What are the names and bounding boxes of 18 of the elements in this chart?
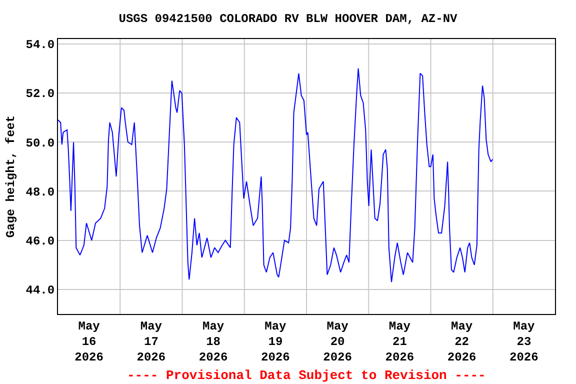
x-tick-label: May 18 2026 [198,319,228,365]
x-tick-label: May 17 2026 [136,319,166,365]
y-tick-label: 54.0 [26,38,55,52]
y-tick-label: 52.0 [26,87,55,102]
chart-title: USGS 09421500 COLORADO RV BLW HOOVER DAM, AZ-NV [118,12,458,26]
y-tick-label: 46.0 [26,234,55,249]
x-tick-label: May 19 2026 [261,319,290,365]
text: ---- Provisional Data Subject to Revision ---- [127,368,486,383]
line-series [58,68,494,283]
x-tick-label: May 16 2026 [74,319,104,365]
x-tick-label: May 21 2026 [385,319,414,365]
y-tick-label: 44.0 [26,284,55,298]
x-tick-label: May 20 2026 [323,319,352,365]
y-axis-title: Gage height, feet [4,115,18,238]
x-tick-label: May 22 2026 [447,319,476,365]
x-tick-label: May 23 2026 [510,319,538,365]
y-tick-label: 50.0 [26,136,55,150]
y-tick-label: 48.0 [26,185,55,200]
